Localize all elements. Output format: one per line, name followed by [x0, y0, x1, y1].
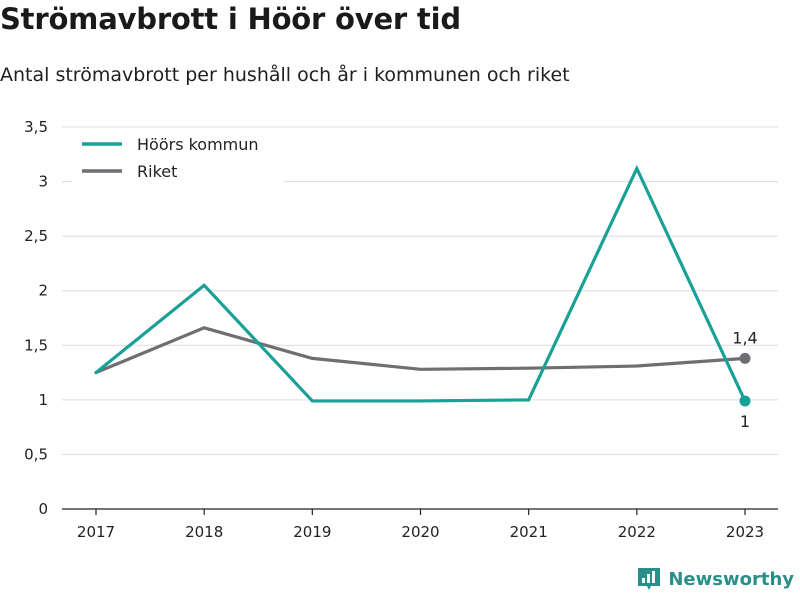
series-line-riket: [94, 326, 747, 375]
x-tick-label: 2020: [401, 523, 439, 541]
chart-title: Strömavbrott i Höör över tid: [0, 2, 461, 36]
x-tick-label: 2021: [510, 523, 548, 541]
y-tick-label: 1,5: [24, 336, 48, 354]
data-label-hoors-kommun: 1: [740, 412, 750, 431]
brand-name: Newsworthy: [668, 568, 794, 590]
chart-subtitle: Antal strömavbrott per hushåll och år i …: [0, 64, 570, 86]
end-point-hoors-kommun: [739, 395, 751, 407]
series-line-hoors-kommun: [94, 164, 747, 403]
x-tick-label: 2017: [77, 523, 115, 541]
y-tick-label: 0: [38, 500, 48, 518]
brand: Newsworthy: [636, 566, 794, 592]
legend-label-riket: Riket: [137, 162, 177, 181]
legend-label-hoors-kommun: Höörs kommun: [137, 135, 259, 154]
y-tick-label: 3: [38, 173, 48, 191]
x-tick-label: 2023: [726, 523, 764, 541]
y-tick-label: 1: [38, 391, 48, 409]
y-tick-label: 2: [38, 282, 48, 300]
end-point-riket: [739, 352, 751, 364]
legend-background: [72, 131, 284, 183]
data-label-riket: 1,4: [732, 328, 757, 347]
x-tick-label: 2018: [185, 523, 223, 541]
x-tick-label: 2022: [618, 523, 656, 541]
newsworthy-logo-icon: [638, 568, 661, 590]
y-tick-label: 0,5: [24, 445, 48, 463]
x-tick-label: 2019: [293, 523, 331, 541]
legend: Höörs kommun Riket: [72, 131, 284, 183]
y-tick-label: 3,5: [24, 118, 48, 136]
y-tick-label: 2,5: [24, 227, 48, 245]
